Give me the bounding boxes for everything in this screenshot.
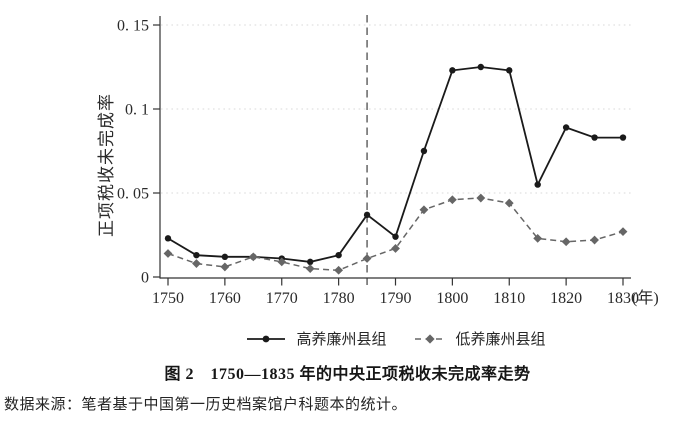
svg-text:1810: 1810 — [493, 290, 525, 307]
svg-text:1760: 1760 — [209, 290, 241, 307]
chart-legend: 高养廉州县组 低养廉州县组 — [160, 328, 631, 349]
svg-text:1800: 1800 — [436, 290, 468, 307]
svg-text:1820: 1820 — [550, 290, 582, 307]
svg-text:1770: 1770 — [266, 290, 298, 307]
svg-text:1750: 1750 — [152, 290, 184, 307]
svg-text:0. 05: 0. 05 — [117, 186, 149, 203]
chart-svg: 0 0. 05 0. 1 0. 15 1750 1760 1770 1780 1790 1800 1… — [97, 15, 659, 307]
dashed-line-diamond-marker-icon — [414, 333, 445, 344]
source-note: 数据来源：笔者基于中国第一历史档案馆户科题本的统计。 — [4, 397, 408, 413]
svg-text:0: 0 — [141, 270, 149, 287]
svg-text:0. 1: 0. 1 — [125, 102, 149, 119]
svg-text:(年): (年) — [632, 289, 659, 307]
legend-label-high-group: 高养廉州县组 — [296, 332, 387, 348]
svg-text:1830: 1830 — [607, 290, 639, 307]
figure-caption: 图 2 1750—1835 年的中央正项税收未完成率走势 — [164, 366, 531, 383]
solid-line-circle-marker-icon — [247, 335, 286, 342]
svg-text:1790: 1790 — [380, 290, 412, 307]
svg-text:0. 15: 0. 15 — [117, 18, 149, 35]
legend-item-high-group: 高养廉州县组 — [245, 328, 387, 349]
svg-text:正项税收未完成率: 正项税收未完成率 — [97, 93, 116, 237]
svg-text:1780: 1780 — [323, 290, 355, 307]
legend-item-low-group: 低养廉州县组 — [413, 328, 546, 349]
legend-label-low-group: 低养廉州县组 — [455, 332, 546, 348]
